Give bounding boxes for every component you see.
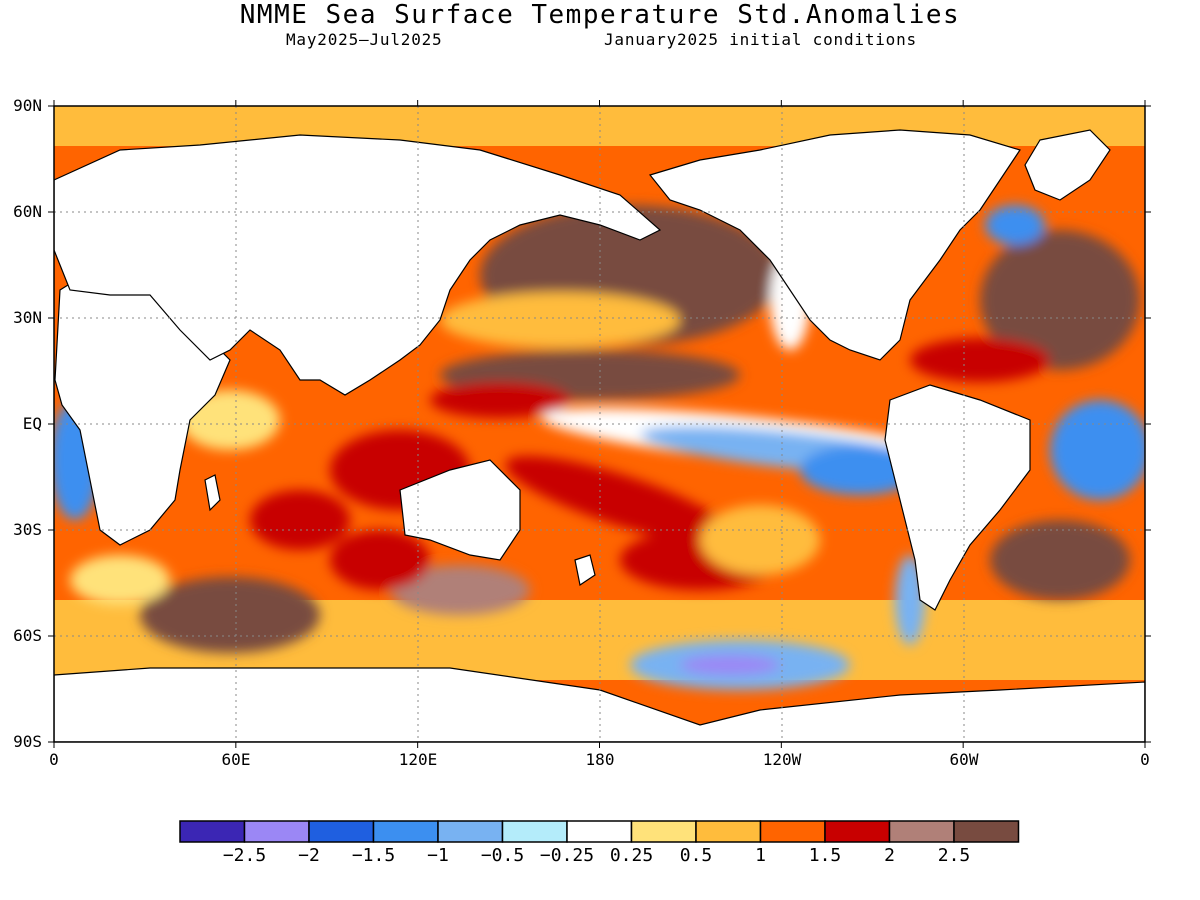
map-gridlines — [54, 106, 1145, 742]
north-america-landmass — [648, 129, 1021, 361]
lat-label-30s: 30S — [13, 520, 42, 539]
colorbar-swatch — [372, 820, 439, 843]
colorbar-swatch — [308, 820, 375, 843]
colorbar-label: 1.5 — [808, 845, 842, 866]
colorbar-label: −1 — [427, 845, 449, 866]
map-ticks — [48, 100, 1151, 748]
lon-label-0: 0 — [49, 750, 59, 769]
colorbar-label: 1 — [755, 845, 766, 866]
eurasia-landmass — [54, 134, 662, 396]
colorbar-label: −1.5 — [351, 845, 396, 866]
lat-label-60n: 60N — [13, 202, 42, 221]
australia-landmass — [399, 459, 521, 561]
south-america-landmass — [884, 384, 1031, 611]
colorbar-swatch — [566, 820, 633, 843]
lon-label-180: 180 — [585, 750, 615, 769]
colorbar-label: 0.5 — [679, 845, 713, 866]
madagascar-landmass — [204, 474, 221, 512]
colorbar-label: 2 — [884, 845, 895, 866]
forecast-period: May2025–Jul2025 — [286, 30, 443, 49]
colorbar-swatch — [953, 820, 1020, 843]
lat-label-eq: EQ — [22, 414, 42, 433]
lat-label-60s: 60S — [13, 626, 42, 645]
colorbar-label: −0.25 — [539, 845, 595, 866]
colorbar-swatch — [243, 820, 310, 843]
colorbar-swatch — [437, 820, 504, 843]
antarctica-landmass — [54, 667, 1145, 742]
lat-label-30n: 30N — [13, 308, 42, 327]
new-zealand-landmass — [574, 554, 596, 586]
colorbar-swatch — [179, 820, 246, 843]
lon-label-120e: 120E — [398, 750, 438, 769]
colorbar-swatch — [759, 820, 826, 843]
lat-label-90n: 90N — [13, 96, 42, 115]
initial-conditions: January2025 initial conditions — [604, 30, 917, 49]
colorbar-swatch — [501, 820, 568, 843]
lat-label-90s: 90S — [13, 732, 42, 751]
chart-title: NMME Sea Surface Temperature Std.Anomali… — [239, 0, 961, 30]
colorbar — [179, 820, 1020, 843]
colorbar-swatch — [888, 820, 955, 843]
colorbar-swatch — [695, 820, 762, 843]
greenland-landmass — [1024, 129, 1111, 201]
colorbar-swatch — [824, 820, 891, 843]
lon-label-60e: 60E — [221, 750, 251, 769]
lon-label-120w: 120W — [762, 750, 802, 769]
colorbar-swatch — [630, 820, 697, 843]
lon-label-60w: 60W — [949, 750, 979, 769]
colorbar-label: −2 — [298, 845, 320, 866]
colorbar-label: 0.25 — [609, 845, 654, 866]
anomaly-field — [54, 106, 1145, 742]
colorbar-label: −0.5 — [480, 845, 525, 866]
colorbar-label: −2.5 — [222, 845, 267, 866]
land-masses — [54, 129, 1145, 742]
colorbar-label: 2.5 — [937, 845, 971, 866]
lon-label-0-east: 0 — [1140, 750, 1150, 769]
